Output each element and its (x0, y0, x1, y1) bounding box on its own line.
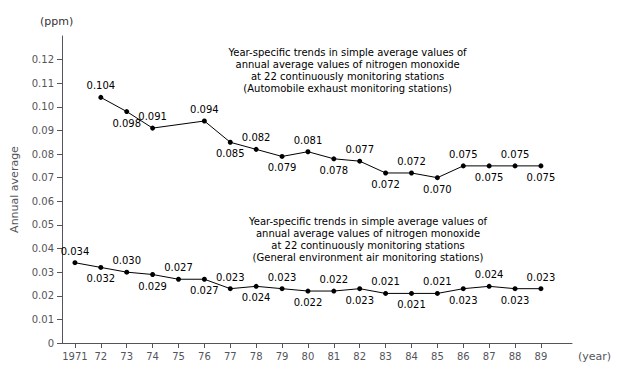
svg-text:0.094: 0.094 (190, 104, 219, 115)
svg-text:0.091: 0.091 (138, 111, 167, 122)
svg-text:85: 85 (431, 351, 444, 362)
svg-text:0.027: 0.027 (164, 262, 193, 273)
svg-text:annual average values of nitro: annual average values of nitrogen monoxi… (236, 59, 460, 70)
svg-text:0.021: 0.021 (397, 299, 426, 310)
svg-text:at 22 continuously monitoring: at 22 continuously monitoring stations (271, 240, 464, 251)
svg-text:80: 80 (302, 351, 315, 362)
svg-text:Annual average: Annual average (8, 146, 21, 233)
svg-text:0.075: 0.075 (449, 149, 478, 160)
svg-text:0.06: 0.06 (32, 196, 54, 207)
svg-text:0.023: 0.023 (527, 272, 556, 283)
svg-text:0.077: 0.077 (345, 144, 374, 155)
svg-text:0.12: 0.12 (32, 54, 54, 65)
svg-text:84: 84 (405, 351, 418, 362)
svg-text:0.023: 0.023 (268, 272, 297, 283)
svg-text:0.11: 0.11 (32, 78, 54, 89)
svg-text:at 22 continuously monitoring: at 22 continuously monitoring stations (251, 71, 444, 82)
svg-text:88: 88 (509, 351, 522, 362)
svg-text:89: 89 (535, 351, 548, 362)
svg-text:83: 83 (379, 351, 392, 362)
svg-text:0.027: 0.027 (190, 285, 219, 296)
svg-text:0.104: 0.104 (87, 80, 116, 91)
svg-text:0.085: 0.085 (216, 148, 245, 159)
svg-text:0.07: 0.07 (32, 172, 54, 183)
svg-text:82: 82 (353, 351, 366, 362)
svg-text:(ppm): (ppm) (40, 15, 73, 28)
svg-text:79: 79 (276, 351, 289, 362)
svg-text:0.04: 0.04 (32, 243, 54, 254)
svg-text:0.078: 0.078 (320, 165, 349, 176)
svg-text:78: 78 (250, 351, 263, 362)
svg-text:1971: 1971 (62, 351, 87, 362)
svg-text:75: 75 (172, 351, 185, 362)
svg-text:87: 87 (483, 351, 496, 362)
svg-text:Year-specific trends in simple: Year-specific trends in simple average v… (228, 47, 468, 58)
svg-text:0.070: 0.070 (423, 184, 452, 195)
svg-text:0.05: 0.05 (32, 219, 54, 230)
svg-text:0.022: 0.022 (294, 297, 323, 308)
svg-text:annual average values of nitro: annual average values of nitrogen monoxi… (256, 228, 480, 239)
svg-text:0.01: 0.01 (32, 314, 54, 325)
svg-text:(General environment air monit: (General environment air monitoring stat… (253, 252, 484, 263)
svg-text:0.02: 0.02 (32, 290, 54, 301)
svg-text:0.021: 0.021 (371, 276, 400, 287)
svg-text:73: 73 (120, 351, 133, 362)
svg-text:0.030: 0.030 (112, 255, 141, 266)
svg-text:0.08: 0.08 (32, 149, 54, 160)
svg-text:0.082: 0.082 (242, 132, 271, 143)
svg-text:0: 0 (48, 338, 54, 349)
svg-text:77: 77 (224, 351, 237, 362)
svg-text:0.098: 0.098 (112, 118, 141, 129)
svg-text:81: 81 (327, 351, 340, 362)
svg-text:0.024: 0.024 (242, 292, 271, 303)
svg-text:0.10: 0.10 (32, 101, 54, 112)
svg-text:0.034: 0.034 (61, 246, 90, 257)
svg-text:0.023: 0.023 (345, 295, 374, 306)
svg-text:0.072: 0.072 (397, 156, 426, 167)
svg-text:(year): (year) (578, 350, 611, 363)
svg-text:0.075: 0.075 (475, 172, 504, 183)
svg-text:76: 76 (198, 351, 211, 362)
svg-text:0.075: 0.075 (501, 149, 530, 160)
svg-text:0.081: 0.081 (294, 135, 323, 146)
svg-text:Year-specific trends in simple: Year-specific trends in simple average v… (248, 216, 488, 227)
svg-text:0.023: 0.023 (501, 295, 530, 306)
svg-text:0.032: 0.032 (87, 273, 116, 284)
svg-text:0.022: 0.022 (320, 274, 349, 285)
svg-text:0.03: 0.03 (32, 267, 54, 278)
svg-text:0.072: 0.072 (371, 179, 400, 190)
svg-text:86: 86 (457, 351, 470, 362)
svg-text:0.079: 0.079 (268, 162, 297, 173)
svg-text:0.023: 0.023 (216, 272, 245, 283)
svg-text:0.024: 0.024 (475, 269, 504, 280)
svg-text:0.075: 0.075 (527, 172, 556, 183)
svg-text:0.029: 0.029 (138, 281, 167, 292)
svg-text:0.023: 0.023 (449, 295, 478, 306)
svg-text:0.09: 0.09 (32, 125, 54, 136)
svg-text:0.021: 0.021 (423, 276, 452, 287)
svg-text:72: 72 (94, 351, 107, 362)
svg-text:74: 74 (146, 351, 159, 362)
svg-text:(Automobile exhaust monitoring: (Automobile exhaust monitoring stations) (243, 83, 452, 94)
